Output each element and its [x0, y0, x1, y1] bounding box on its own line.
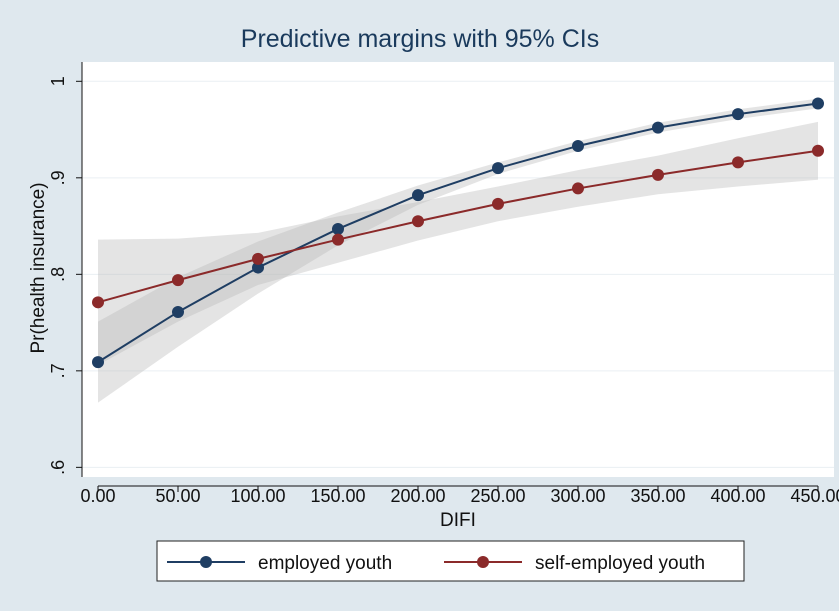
data-point-self-employed-youth	[332, 233, 344, 246]
data-point-employed-youth	[172, 305, 184, 318]
y-tick-label: 1	[48, 76, 68, 86]
data-point-self-employed-youth	[732, 156, 744, 169]
data-point-self-employed-youth	[492, 197, 504, 210]
chart-title: Predictive margins with 95% CIs	[241, 25, 599, 53]
x-tick-label: 300.00	[550, 486, 605, 506]
y-tick-label: .6	[48, 460, 68, 475]
axes: .6 .7 .8 .9 1 0.00 50.00 100.00 150.00 200.00 250.…	[48, 62, 839, 506]
x-tick-label: 200.00	[390, 486, 445, 506]
series-markers	[92, 97, 824, 369]
x-tick-label: 250.00	[470, 486, 525, 506]
data-point-self-employed-youth	[652, 168, 664, 181]
data-point-employed-youth	[412, 189, 424, 202]
ci-band-employed-youth	[98, 98, 818, 403]
y-tick-label: .7	[48, 363, 68, 378]
gridlines	[82, 80, 834, 468]
x-axis-title: DIFI	[440, 510, 476, 531]
ci-band-self-employed-youth	[98, 121, 818, 366]
series-line-employed-youth	[97, 102, 819, 363]
data-point-employed-youth	[92, 356, 104, 369]
plot-area	[82, 62, 834, 477]
data-point-employed-youth	[252, 261, 264, 274]
x-tick-label: 50.00	[155, 486, 200, 506]
y-tick-label: .9	[48, 170, 68, 185]
x-tick-label: 100.00	[230, 486, 285, 506]
x-tick-label: 0.00	[80, 486, 115, 506]
legend: employed youth self-employed youth	[156, 540, 745, 582]
legend-marker-employed-youth	[200, 556, 212, 568]
x-tick-label: 400.00	[710, 486, 765, 506]
data-point-employed-youth	[812, 97, 824, 110]
data-point-employed-youth	[572, 139, 584, 152]
data-point-self-employed-youth	[572, 182, 584, 195]
y-axis-title: Pr(health insurance)	[28, 182, 49, 353]
x-tick-label: 350.00	[630, 486, 685, 506]
data-point-self-employed-youth	[252, 252, 264, 265]
legend-label-employed-youth: employed youth	[258, 553, 392, 574]
series-line-self-employed-youth	[97, 149, 819, 304]
data-point-employed-youth	[652, 121, 664, 134]
confidence-bands	[98, 98, 818, 403]
x-tick-label: 450.00	[790, 486, 839, 506]
y-tick-label: .8	[48, 267, 68, 282]
data-point-employed-youth	[332, 222, 344, 235]
data-point-self-employed-youth	[172, 274, 184, 287]
data-point-employed-youth	[492, 162, 504, 175]
legend-marker-self-employed-youth	[477, 556, 489, 568]
series-lines	[97, 102, 819, 363]
data-point-self-employed-youth	[412, 215, 424, 228]
data-point-self-employed-youth	[812, 144, 824, 157]
legend-label-self-employed-youth: self-employed youth	[535, 553, 705, 574]
data-point-self-employed-youth	[92, 296, 104, 309]
data-point-employed-youth	[732, 108, 744, 121]
x-tick-label: 150.00	[310, 486, 365, 506]
